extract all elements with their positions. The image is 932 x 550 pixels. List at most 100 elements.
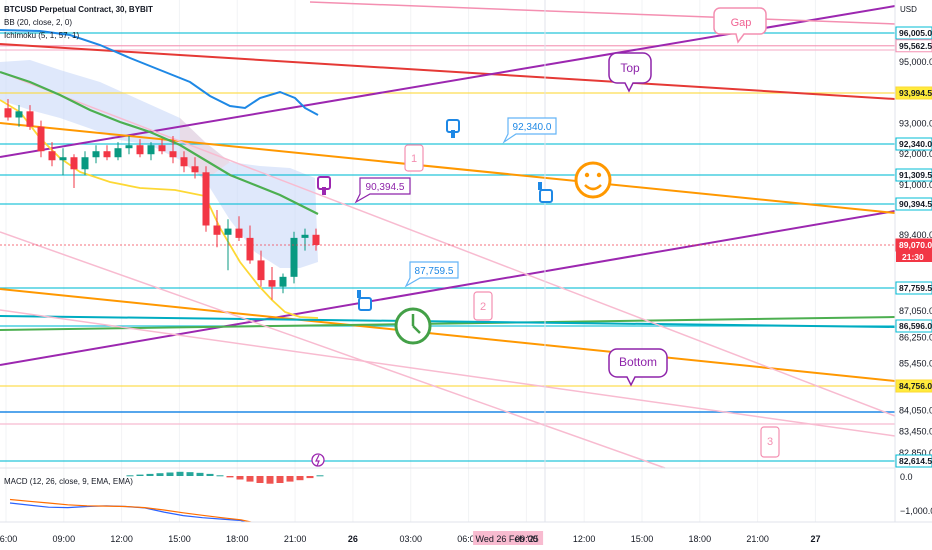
macd-hist-bar: [146, 473, 154, 476]
hand-pointer-up-blue-icon-2: [357, 290, 372, 311]
time-axis[interactable]: 06:00 09:00 12:00 15:00 18:00 21:00 26 03:00 06:…: [0, 531, 820, 545]
purple-trendline-lower: [0, 210, 896, 366]
pink-trendline-1: [0, 71, 896, 417]
candle-body: [191, 166, 199, 173]
candle-body: [59, 157, 67, 161]
candle-body: [26, 111, 34, 127]
macd-hist-bar: [296, 476, 304, 481]
macd-hist-bar: [186, 472, 194, 476]
candle-body: [92, 151, 100, 158]
price-label-box-1[interactable]: 95,562.5: [895, 39, 932, 53]
candle-body: [81, 157, 89, 170]
macd-hist-bar: [176, 471, 184, 476]
macd-hist-bar: [156, 473, 164, 476]
time-tick-11: 12:00: [573, 534, 596, 544]
pink-trendline-top: [309, 1, 896, 25]
price-tick-2: 95,000.0: [899, 57, 932, 67]
gap-bubble: [713, 7, 767, 44]
time-tick-9: Wed 26 Feb '25: [476, 534, 539, 544]
price-tick-19: 83,450.0: [899, 427, 932, 437]
price-tick-10: 89,400.0: [899, 230, 932, 240]
candle-body: [4, 108, 12, 118]
callout-87759: [404, 261, 459, 288]
wave-3-label: 3: [767, 436, 773, 448]
candle-body: [213, 225, 221, 235]
macd-indicator-label[interactable]: MACD (12, 26, close, 9, EMA, EMA): [4, 477, 133, 486]
bb-basis-line: [0, 70, 319, 215]
wave-2-box: [473, 291, 493, 321]
price-tick-4: 93,000.0: [899, 119, 932, 129]
time-tick-3: 15:00: [168, 534, 191, 544]
price-label-box-5[interactable]: 92,340.0: [895, 137, 932, 151]
price-label-box-9[interactable]: 90,394.5: [895, 197, 932, 211]
candle-body: [136, 145, 144, 155]
candle-body: [312, 234, 320, 245]
conversion-line: [0, 99, 319, 319]
horizontal-levels: [0, 32, 895, 462]
candle-body: [279, 276, 287, 287]
bb-upper-line: [0, 29, 319, 116]
price-axis[interactable]: 96,005.0 95,562.5 95,000.0 93,994.5 93,000.0…: [895, 26, 932, 468]
time-tick-5: 21:00: [284, 534, 307, 544]
time-tick-0: 06:00: [0, 534, 17, 544]
hand-pointer-down-purple-icon: [317, 176, 331, 195]
top-label: Top: [620, 61, 640, 75]
clock-icon: [394, 307, 432, 345]
candle-body: [158, 145, 166, 152]
macd-hist-bar: [266, 476, 274, 484]
candle-body: [70, 157, 78, 170]
green-trendline: [0, 316, 896, 331]
callout-92340-text: 92,340.0: [513, 122, 552, 133]
macd-hist-bar: [276, 476, 284, 483]
macd-axis: 0.0 −1,000.0: [900, 472, 932, 516]
macd-hist-bar: [136, 474, 144, 476]
price-label-3: 93,994.5: [899, 88, 932, 98]
price-label-box-11[interactable]: 89,070.0 21:30: [895, 238, 932, 262]
candle-body: [246, 237, 254, 261]
candle-body: [103, 151, 111, 158]
price-tick-6: 92,000.0: [899, 149, 932, 159]
teal-trendline: [0, 315, 896, 328]
candlesticks: [4, 98, 320, 300]
price-label-box-0[interactable]: 96,005.0: [895, 26, 932, 40]
candle-body: [15, 111, 23, 118]
currency-label: USD: [900, 5, 917, 14]
wave-3-box: [760, 426, 780, 458]
candle-body: [268, 280, 276, 287]
candle-body: [125, 145, 133, 149]
price-label-box-7[interactable]: 91,309.5: [895, 168, 932, 182]
price-tick-18: 84,050.0: [899, 406, 932, 416]
macd-hist-bar: [216, 475, 224, 477]
time-tick-14: 21:00: [746, 534, 769, 544]
macd-hist-bar: [316, 475, 324, 477]
price-label-box-21[interactable]: 82,614.5: [895, 454, 932, 468]
time-tick-8: 06:00: [457, 534, 480, 544]
price-tick-8: 91,000.0: [899, 180, 932, 190]
candle-body: [257, 260, 265, 281]
candle-body: [114, 148, 122, 158]
callout-90394-text: 90,394.5: [366, 182, 405, 193]
price-label-0: 96,005.0: [899, 28, 932, 38]
price-label-11: 89,070.0: [899, 240, 932, 250]
ichimoku-indicator-label[interactable]: Ichimoku (5, 1, 57, 1): [4, 31, 79, 40]
pink-trendline-3: [0, 309, 896, 437]
annotations[interactable]: Gap Top Bottom 1 2 3 92,340.0 90,394.5 8…: [317, 7, 780, 458]
macd-hist-bar: [246, 476, 254, 482]
smiley-face-icon: [574, 161, 612, 199]
price-label-12: 87,759.5: [899, 283, 932, 293]
price-label-box-3[interactable]: 93,994.5: [895, 86, 932, 100]
price-label-box-12[interactable]: 87,759.5: [895, 281, 932, 295]
price-label-box-14[interactable]: 86,596.0: [895, 319, 932, 333]
red-trendline: [0, 43, 896, 100]
time-axis-bg: [0, 522, 932, 550]
wave-2-label: 2: [480, 301, 486, 313]
price-label-box-17[interactable]: 84,756.0: [895, 379, 932, 393]
symbol-title[interactable]: BTCUSD Perpetual Contract, 30, BYBIT: [4, 5, 153, 14]
bb-indicator-label[interactable]: BB (20, close, 2, 0): [4, 18, 72, 27]
candle-body: [169, 151, 177, 158]
macd-hist-bar: [206, 473, 214, 476]
orange-trendline-lower: [0, 288, 896, 382]
candle-body: [180, 157, 188, 167]
macd-hist-bar: [166, 472, 174, 476]
